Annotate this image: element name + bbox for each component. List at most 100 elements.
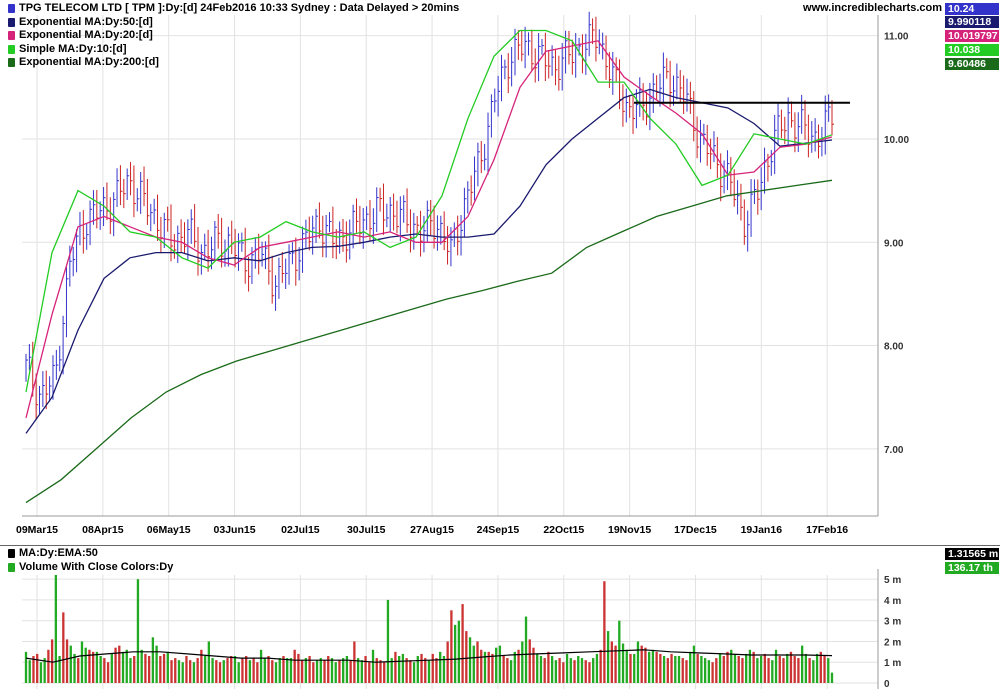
volume-bar: [808, 658, 811, 683]
volume-bar: [245, 656, 248, 683]
volume-bar: [670, 653, 673, 683]
volume-bar: [692, 645, 696, 683]
chart-title-row: TPG TELECOM LTD [ TPM ]:Dy:[d] 24Feb2016…: [8, 2, 459, 16]
ema200-line: [25, 179, 833, 504]
volume-bar: [487, 651, 490, 683]
volume-bar: [256, 662, 259, 683]
volume-bar: [730, 649, 733, 683]
volume-value-box: 136.17 th: [945, 562, 999, 574]
price-legend: TPG TELECOM LTD [ TPM ]:Dy:[d] 24Feb2016…: [8, 2, 459, 70]
volume-bar: [32, 656, 35, 683]
volume-bar: [394, 651, 397, 683]
volume-bar: [241, 658, 244, 683]
volume-ema-swatch-icon: [8, 549, 15, 559]
volume-bar: [282, 656, 285, 683]
volume-bar: [655, 651, 658, 683]
volume-bar: [681, 658, 684, 683]
volume-bar: [379, 660, 382, 683]
volume-bar: [62, 612, 65, 683]
volume-bar: [118, 645, 121, 683]
x-tick-label: 19Nov15: [608, 524, 651, 536]
volume-bar: [92, 651, 95, 683]
volume-bar: [267, 656, 270, 683]
y-tick-label: 8.00: [884, 342, 904, 353]
x-tick-label: 27Aug15: [410, 524, 454, 536]
volume-bar: [819, 651, 822, 683]
x-tick-label: 19Jan16: [741, 524, 783, 536]
volume-bar: [707, 660, 711, 683]
volume-bar: [297, 653, 300, 683]
ema50-value-box: 9.990118: [945, 16, 999, 28]
volume-bar: [465, 631, 468, 683]
volume-bar: [289, 658, 293, 683]
volume-bar: [274, 662, 278, 683]
volume-bar: [47, 649, 50, 683]
volume-bar: [248, 660, 252, 683]
volume-bar: [360, 660, 363, 683]
volume-bar: [103, 658, 106, 683]
volume-bar: [353, 641, 356, 683]
x-tick-label: 17Dec15: [674, 524, 717, 536]
ema50-line: [25, 88, 833, 434]
volume-bar: [756, 658, 759, 683]
volume-bar: [390, 658, 393, 683]
volume-bar: [547, 651, 550, 683]
x-tick-label: 09Mar15: [16, 524, 58, 536]
volume-bar: [580, 658, 584, 683]
volume-bar: [88, 649, 91, 683]
volume-bar: [677, 656, 681, 683]
volume-bar: [786, 653, 789, 683]
volume-bar: [509, 660, 513, 683]
x-tick-label: 30Jul15: [347, 524, 386, 536]
volume-bar: [162, 653, 166, 683]
volume-bar: [595, 653, 599, 683]
volume-bar: [24, 651, 28, 683]
y-tick-label: 9.00: [884, 238, 904, 249]
volume-y-tick-label: 3 m: [884, 617, 901, 628]
volume-bar: [226, 658, 229, 683]
volume-bar: [797, 658, 800, 683]
volume-bar: [99, 656, 102, 683]
volume-bar: [442, 656, 446, 683]
volume-bar: [588, 662, 591, 683]
volume-bar: [319, 658, 322, 683]
volume-bar: [192, 662, 196, 683]
volume-bar: [506, 658, 509, 683]
volume-bar: [524, 616, 528, 683]
volume-bar: [397, 656, 401, 683]
ema20-value-box: 10.019797: [945, 30, 999, 42]
volume-bar: [558, 658, 561, 683]
price-chart: 09Mar15 08Apr15 06May15 03Jun15 02Jul15 30Jul…: [16, 11, 909, 536]
volume-bar: [136, 579, 140, 683]
volume-bar: [745, 653, 748, 683]
volume-bar: [189, 660, 192, 683]
legend-sma10: Simple MA:Dy:10:[d]: [8, 43, 459, 57]
volume-bar: [121, 651, 125, 683]
volume-bar: [177, 660, 181, 683]
volume-bar: [364, 656, 367, 683]
volume-swatch-icon: [8, 562, 15, 572]
volume-bar: [207, 641, 210, 683]
volume-bar: [625, 649, 628, 683]
x-tick-label: 03Jun15: [214, 524, 256, 536]
volume-bar: [114, 647, 117, 683]
volume-bar: [77, 658, 80, 683]
volume-bar: [715, 658, 718, 683]
volume-bar: [536, 653, 539, 683]
volume-bar: [603, 581, 606, 683]
volume-bar: [371, 649, 375, 683]
volume-ema-value-box: 1.31565 m: [945, 548, 999, 560]
volume-bar: [521, 641, 524, 683]
volume-bar: [196, 658, 199, 683]
volume-bar: [517, 649, 520, 683]
volume-bar: [435, 658, 438, 683]
volume-bar: [300, 660, 304, 683]
ema200-swatch-icon: [8, 58, 15, 68]
volume-bar: [129, 658, 132, 683]
volume-bar: [215, 660, 218, 683]
volume-bar: [106, 662, 110, 683]
volume-bar: [554, 660, 558, 683]
site-link[interactable]: www.incrediblecharts.com: [803, 2, 942, 14]
volume-bar: [450, 610, 453, 683]
volume-bar: [569, 658, 572, 683]
